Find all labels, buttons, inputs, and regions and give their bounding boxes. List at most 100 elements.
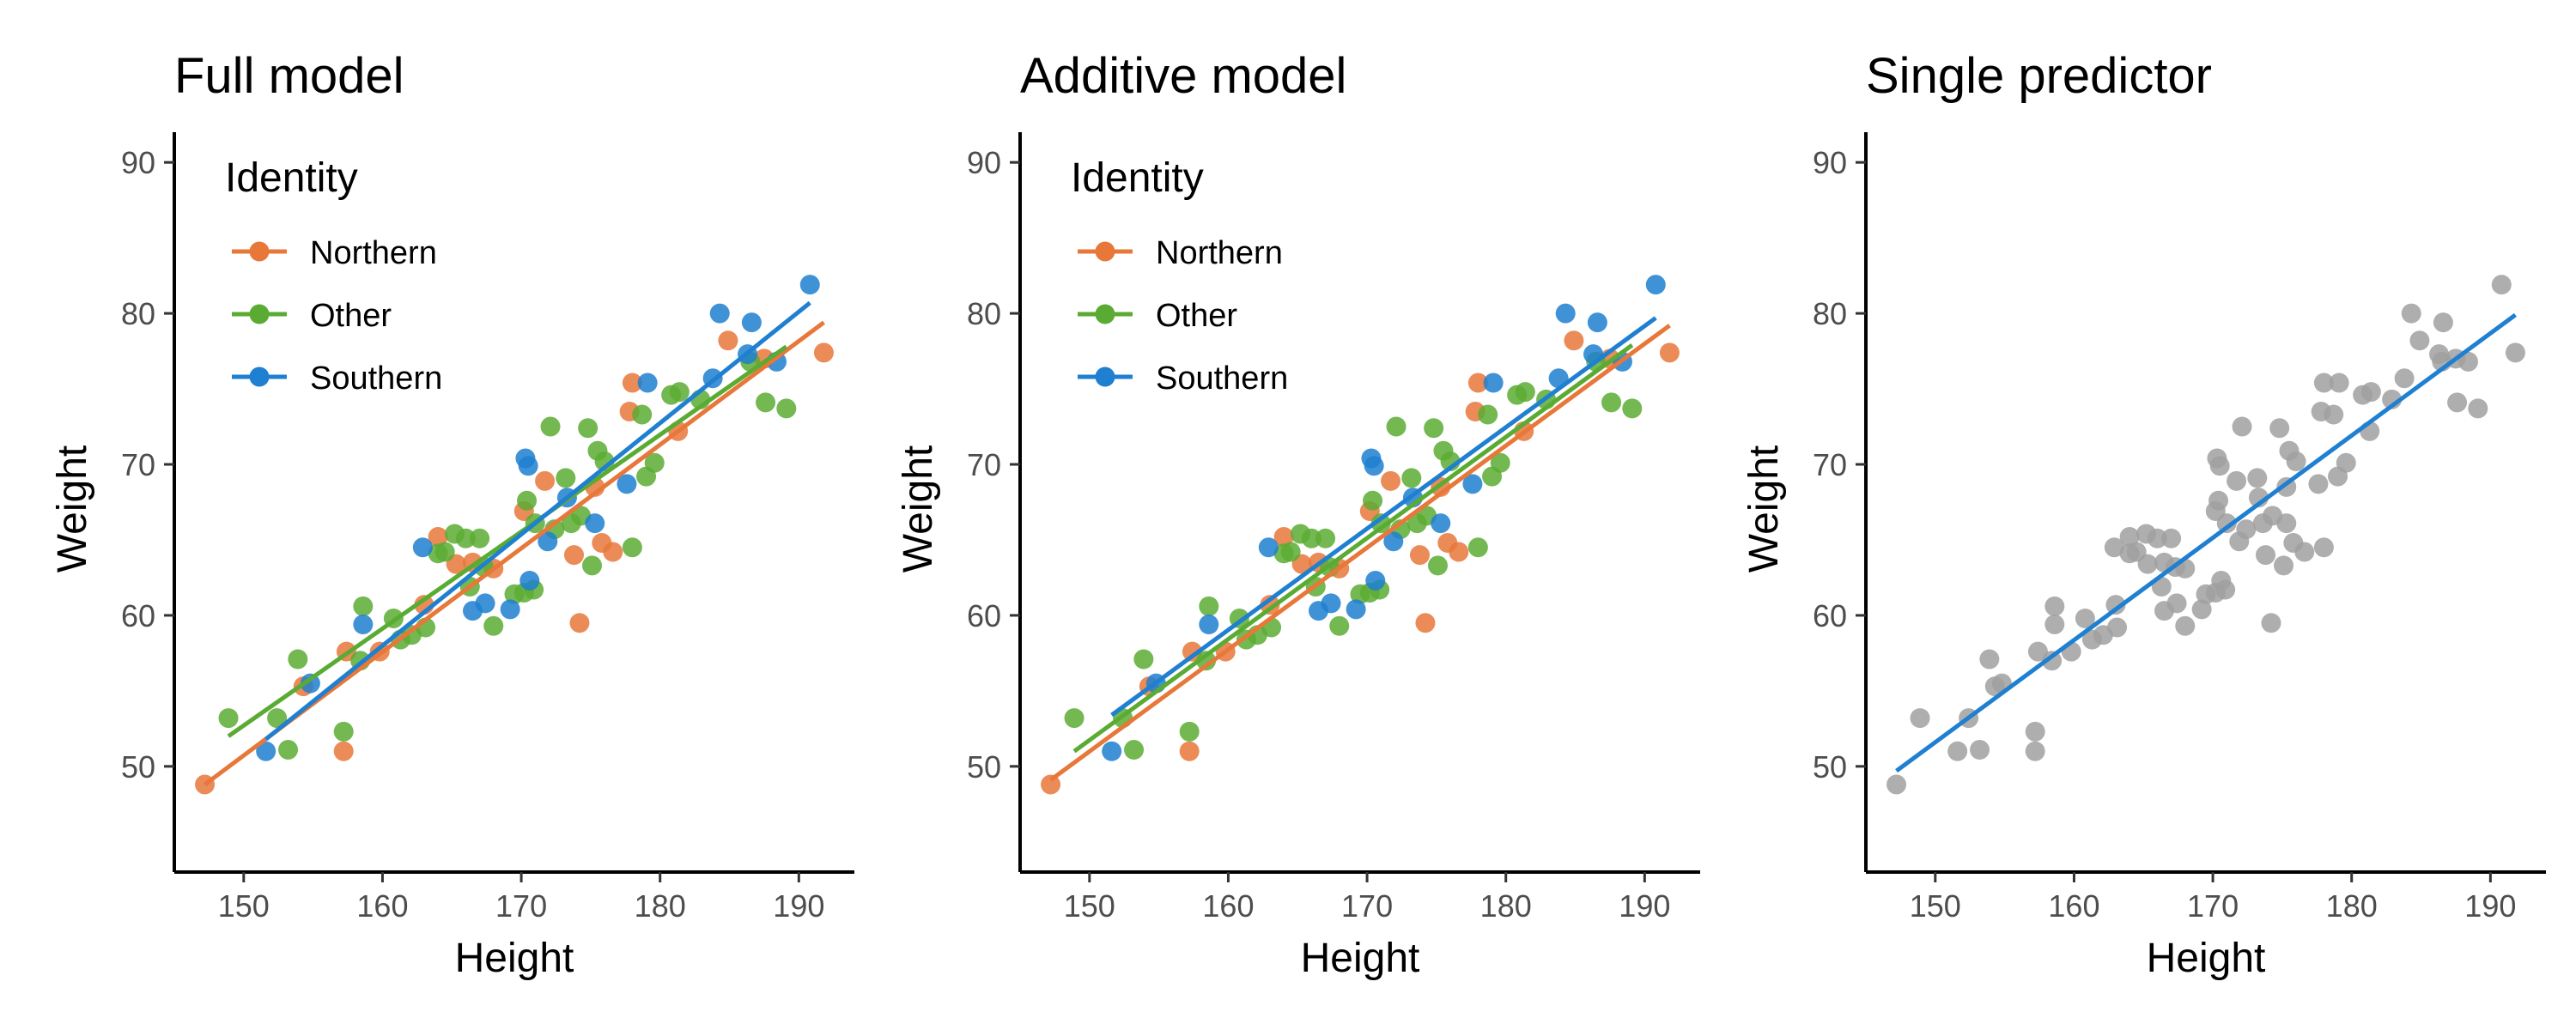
y-tick-label: 80 xyxy=(967,296,1001,331)
y-tick-label: 90 xyxy=(1813,145,1847,180)
data-point xyxy=(218,708,239,729)
data-point xyxy=(518,456,538,476)
legend-title: Identity xyxy=(225,155,358,201)
data-point xyxy=(434,542,455,562)
data-point xyxy=(428,526,448,547)
data-point xyxy=(1979,649,2000,670)
data-point xyxy=(2276,513,2297,534)
x-tick-label: 190 xyxy=(773,888,824,924)
y-tick-label: 70 xyxy=(1813,447,1847,482)
x-tick-label: 150 xyxy=(1910,888,1961,924)
legend-key-point xyxy=(1095,367,1115,387)
data-point xyxy=(2274,555,2294,576)
data-point xyxy=(1886,774,1907,795)
data-point xyxy=(2175,615,2196,636)
data-point xyxy=(632,404,653,425)
x-tick-label: 180 xyxy=(1480,888,1532,924)
data-point xyxy=(1462,474,1483,494)
data-point xyxy=(353,614,374,634)
data-point xyxy=(1280,542,1301,562)
data-point xyxy=(2191,599,2212,620)
series-other xyxy=(218,351,797,760)
data-point xyxy=(564,545,585,566)
data-point xyxy=(519,570,540,591)
data-point xyxy=(2147,528,2167,548)
data-point xyxy=(2313,537,2334,558)
data-point xyxy=(1410,545,1431,566)
data-point xyxy=(2215,579,2236,600)
y-tick-label: 80 xyxy=(121,296,155,331)
x-tick-label: 190 xyxy=(1619,888,1670,924)
data-point xyxy=(1415,613,1436,633)
data-point xyxy=(1515,382,1535,403)
y-tick-label: 90 xyxy=(121,145,155,180)
data-point xyxy=(1329,615,1350,636)
data-point xyxy=(455,528,476,548)
data-point xyxy=(2401,303,2421,324)
x-tick-label: 190 xyxy=(2464,888,2516,924)
data-point xyxy=(617,474,637,494)
series-all xyxy=(1886,275,2525,795)
data-point xyxy=(709,303,730,324)
data-point xyxy=(1424,418,1444,439)
data-point xyxy=(1196,651,1217,671)
data-point xyxy=(2505,342,2525,363)
data-point xyxy=(256,741,276,761)
data-point xyxy=(622,373,642,393)
fit-line-southern xyxy=(1110,316,1657,718)
y-axis-title: Weight xyxy=(1741,445,1787,573)
data-point xyxy=(2294,542,2315,562)
legend-label-southern: Southern xyxy=(1156,360,1288,397)
x-axis-title: Height xyxy=(1301,936,1420,981)
data-point xyxy=(1370,513,1391,534)
data-point xyxy=(538,531,558,552)
x-tick-label: 170 xyxy=(2187,888,2239,924)
data-point xyxy=(2137,554,2158,574)
legend: Identity Northern Other Southern xyxy=(1071,155,1288,397)
y-tick-label: 60 xyxy=(967,598,1001,633)
data-point xyxy=(1381,470,1401,491)
data-point xyxy=(813,342,834,363)
fit-line-other xyxy=(1072,343,1634,754)
data-point xyxy=(718,330,738,351)
legend-label-other: Other xyxy=(1156,298,1237,334)
y-axis-title: Weight xyxy=(896,445,941,573)
data-point xyxy=(500,599,520,620)
data-point xyxy=(578,418,598,439)
legend-label-other: Other xyxy=(310,298,392,334)
legend-key-point xyxy=(1095,241,1115,262)
data-point xyxy=(475,593,495,614)
data-point xyxy=(2247,468,2268,488)
data-point xyxy=(2105,595,2126,615)
data-point xyxy=(637,373,658,393)
data-point xyxy=(1346,599,1366,620)
data-point xyxy=(1401,468,1422,488)
data-point xyxy=(799,275,820,295)
series-northern xyxy=(195,330,834,795)
data-point xyxy=(1478,404,1498,425)
data-point xyxy=(2360,382,2381,403)
panel-title: Single predictor xyxy=(1866,48,2212,104)
data-point xyxy=(2208,490,2229,511)
data-point xyxy=(2256,545,2276,566)
data-point xyxy=(2433,312,2453,333)
data-point xyxy=(1622,398,1643,419)
data-point xyxy=(1467,537,1488,558)
x-tick-label: 180 xyxy=(635,888,686,924)
panel-title: Full model xyxy=(174,48,404,104)
data-point xyxy=(2209,456,2230,476)
data-point xyxy=(569,613,590,633)
data-point xyxy=(2107,617,2128,638)
data-point xyxy=(2324,404,2344,425)
data-point xyxy=(1365,570,1386,591)
data-point xyxy=(1490,452,1510,473)
data-point xyxy=(1364,456,1384,476)
data-point xyxy=(470,528,490,548)
data-point xyxy=(1383,531,1404,552)
legend-key-point xyxy=(249,304,270,324)
data-point xyxy=(622,537,642,558)
data-point xyxy=(1386,416,1406,437)
data-point xyxy=(535,470,556,491)
data-point xyxy=(267,708,288,729)
y-tick-label: 50 xyxy=(967,749,1001,785)
